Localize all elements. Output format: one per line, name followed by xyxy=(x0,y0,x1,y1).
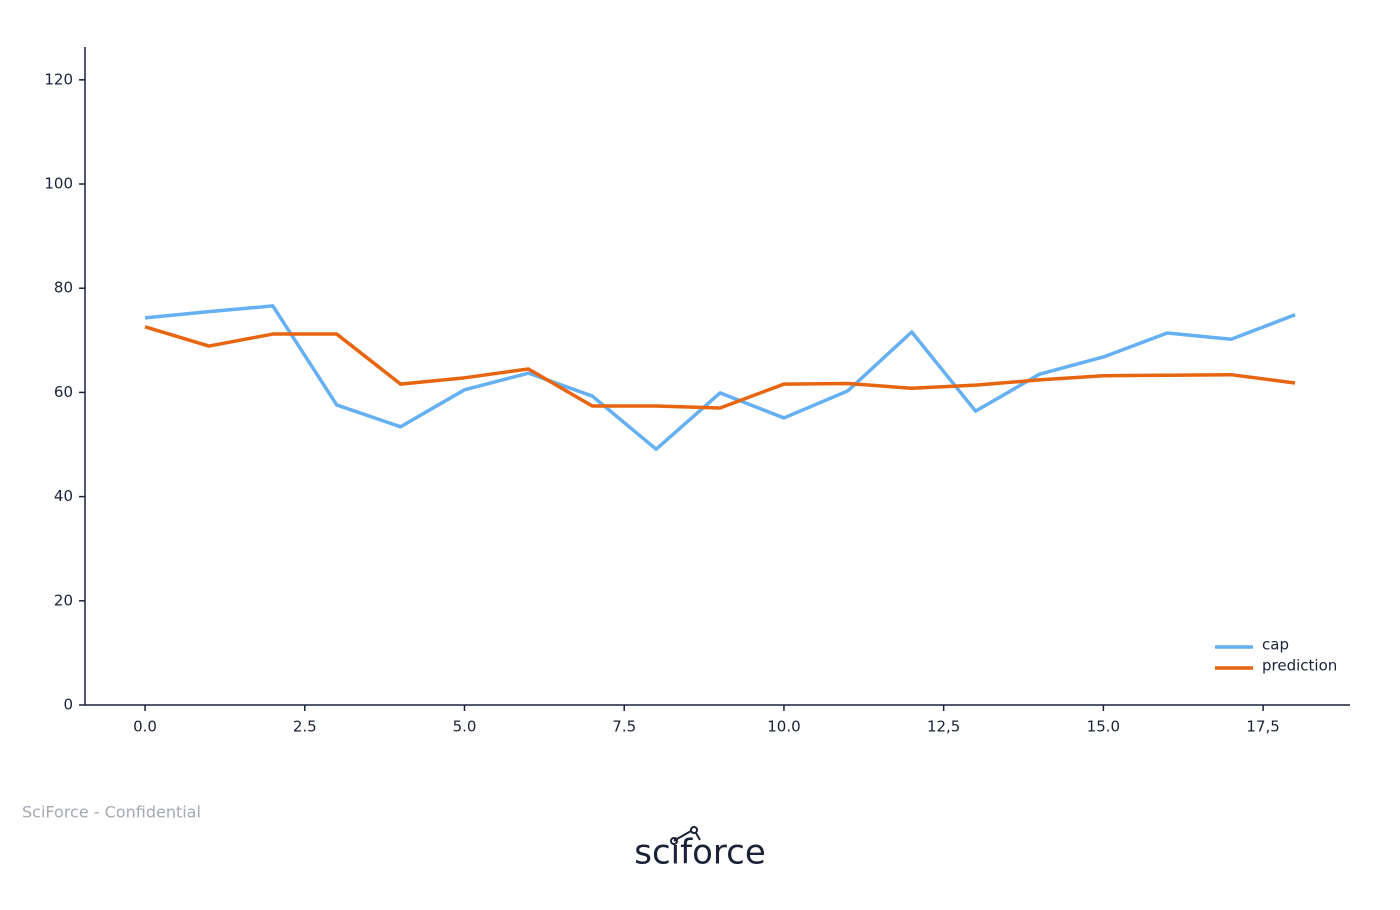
x-tick-label: 2.5 xyxy=(293,718,317,736)
y-tick-label: 80 xyxy=(54,279,73,297)
x-tick-label: 12,5 xyxy=(927,718,960,736)
y-tick-label: 20 xyxy=(54,591,73,609)
x-tick-label: 17,5 xyxy=(1246,718,1279,736)
y-tick-label: 120 xyxy=(44,70,73,88)
y-tick-label: 40 xyxy=(54,487,73,505)
x-tick-label: 10.0 xyxy=(767,718,800,736)
x-tick-label: 5.0 xyxy=(453,718,477,736)
footer: SciForce - Confidential xyxy=(22,803,201,822)
x-tick-label: 15.0 xyxy=(1087,718,1120,736)
y-tick-label: 60 xyxy=(54,383,73,401)
series-line xyxy=(144,325,1296,410)
legend-label: cap xyxy=(1262,636,1289,654)
y-tick-label: 0 xyxy=(63,696,73,714)
y-tick-label: 100 xyxy=(44,175,73,193)
x-tick-label: 0.0 xyxy=(133,718,157,736)
logo-mark xyxy=(670,826,701,845)
series-line xyxy=(144,304,1296,451)
legend-label: prediction xyxy=(1262,657,1337,675)
x-tick-label: 7.5 xyxy=(612,718,636,736)
